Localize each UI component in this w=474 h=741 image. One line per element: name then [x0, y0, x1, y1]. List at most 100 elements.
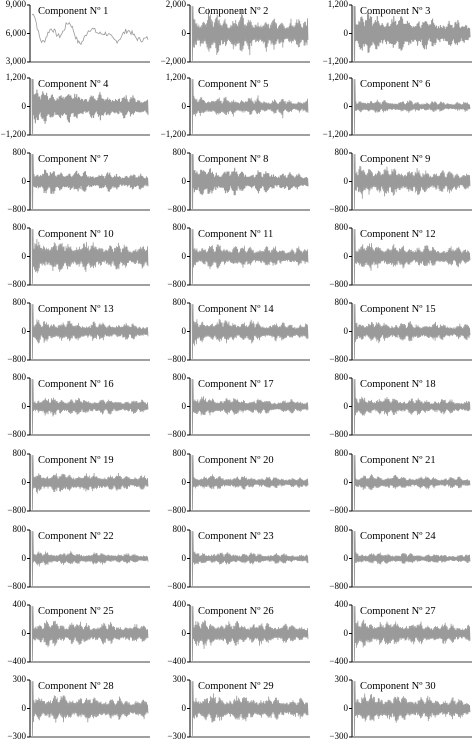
y-tick-label: 0 [181, 627, 187, 638]
y-tick-label: 300 [334, 674, 349, 684]
y-tick-label: −800 [329, 354, 348, 364]
y-tick-label: 0 [181, 325, 187, 336]
chart-plot-8 [187, 152, 310, 211]
y-tick-label: −800 [167, 204, 186, 214]
y-tick-label: 800 [334, 372, 349, 382]
chart-plot-5 [187, 77, 310, 136]
panel-title: Component Nº 24 [360, 531, 436, 542]
chart-panel-26: 400 0 −400 Component Nº 26 [167, 599, 310, 666]
chart-panel-21: 800 0 −800 Component Nº 21 [329, 448, 472, 515]
chart-plot-30 [349, 679, 472, 738]
chart-panel-16: 800 0 −800 Component Nº 16 [7, 372, 150, 439]
panel-title: Component Nº 20 [198, 455, 274, 466]
y-tick-label: 300 [172, 674, 187, 684]
y-tick-label: 0 [181, 400, 187, 411]
y-tick-label: 1,200 [327, 72, 348, 82]
panel-title: Component Nº 8 [198, 154, 269, 165]
y-tick-label: −1,200 [322, 129, 348, 139]
y-tick-label: 0 [343, 552, 349, 563]
y-tick-label: −800 [329, 429, 348, 439]
chart-plot-20 [187, 453, 310, 512]
y-tick-label: −800 [329, 581, 348, 591]
y-tick-label: 3,000 [5, 56, 26, 66]
chart-panel-23: 800 0 −800 Component Nº 23 [167, 524, 310, 591]
y-tick-label: 1,200 [5, 72, 26, 82]
panel-title: Component Nº 25 [38, 606, 114, 617]
panel-title: Component Nº 3 [360, 6, 431, 17]
chart-panel-13: 800 0 −800 Component Nº 13 [7, 297, 150, 364]
panel-title: Component Nº 30 [360, 681, 436, 692]
y-tick-label: 0 [343, 702, 349, 713]
y-tick-label: 0 [21, 702, 27, 713]
y-tick-label: −300 [329, 731, 348, 741]
series-trace [191, 681, 309, 736]
series-trace [353, 229, 471, 284]
y-tick-label: −1,200 [160, 129, 186, 139]
chart-panel-9: 800 0 −800 Component Nº 9 [329, 147, 472, 214]
chart-panel-30: 300 0 −300 Component Nº 30 [329, 674, 472, 741]
chart-plot-21 [349, 453, 472, 512]
chart-plot-12 [349, 227, 472, 286]
chart-plot-10 [27, 227, 150, 286]
series-trace [353, 304, 471, 359]
panel-title: Component Nº 28 [38, 681, 114, 692]
y-tick-label: 800 [172, 222, 187, 232]
y-tick-label: 0 [343, 627, 349, 638]
y-tick-label: −400 [167, 656, 186, 666]
chart-plot-1 [27, 4, 150, 63]
y-tick-label: 9,000 [5, 0, 26, 9]
y-tick-label: 0 [21, 325, 27, 336]
chart-panel-18: 800 0 −800 Component Nº 18 [329, 372, 472, 439]
y-tick-label: 0 [343, 250, 349, 261]
y-tick-label: 800 [172, 147, 187, 157]
chart-plot-16 [27, 377, 150, 436]
y-tick-label: 0 [21, 250, 27, 261]
chart-panel-22: 800 0 −800 Component Nº 22 [7, 524, 150, 591]
y-tick-label: 0 [181, 476, 187, 487]
series-trace [31, 229, 149, 284]
chart-panel-14: 800 0 −800 Component Nº 14 [167, 297, 310, 364]
y-tick-label: 800 [12, 147, 27, 157]
y-tick-label: 800 [334, 222, 349, 232]
y-tick-label: 800 [334, 524, 349, 534]
y-tick-label: 1,200 [165, 72, 186, 82]
series-trace [191, 531, 309, 586]
y-tick-label: −1,200 [322, 56, 348, 66]
panel-title: Component Nº 10 [38, 229, 114, 240]
y-tick-label: −800 [167, 354, 186, 364]
panel-title: Component Nº 23 [198, 531, 274, 542]
series-trace [31, 154, 149, 209]
chart-plot-22 [27, 529, 150, 588]
series-trace [191, 6, 309, 61]
panel-title: Component Nº 9 [360, 154, 431, 165]
series-trace [31, 531, 149, 586]
chart-plot-23 [187, 529, 310, 588]
y-tick-label: −400 [329, 656, 348, 666]
y-tick-label: −800 [7, 354, 26, 364]
y-tick-label: −800 [7, 429, 26, 439]
chart-plot-18 [349, 377, 472, 436]
chart-panel-12: 800 0 −800 Component Nº 12 [329, 222, 472, 289]
y-tick-label: 0 [181, 175, 187, 186]
series-trace [191, 154, 309, 209]
y-tick-label: 800 [334, 448, 349, 458]
series-trace [191, 455, 309, 510]
panel-title: Component Nº 29 [198, 681, 274, 692]
series-trace [31, 681, 149, 736]
y-tick-label: 400 [172, 599, 187, 609]
panel-title: Component Nº 26 [198, 606, 274, 617]
y-tick-label: 800 [172, 372, 187, 382]
series-trace [31, 304, 149, 359]
y-tick-label: 2,000 [165, 0, 186, 9]
chart-plot-19 [27, 453, 150, 512]
y-tick-label: −800 [329, 279, 348, 289]
chart-panel-7: 800 0 −800 Component Nº 7 [7, 147, 150, 214]
y-tick-label: −300 [7, 731, 26, 741]
chart-panel-27: 400 0 −400 Component Nº 27 [329, 599, 472, 666]
series-trace [353, 79, 471, 134]
series-trace [191, 379, 309, 434]
panel-title: Component Nº 6 [360, 79, 431, 90]
y-tick-label: 800 [172, 297, 187, 307]
y-tick-label: 0 [343, 476, 349, 487]
